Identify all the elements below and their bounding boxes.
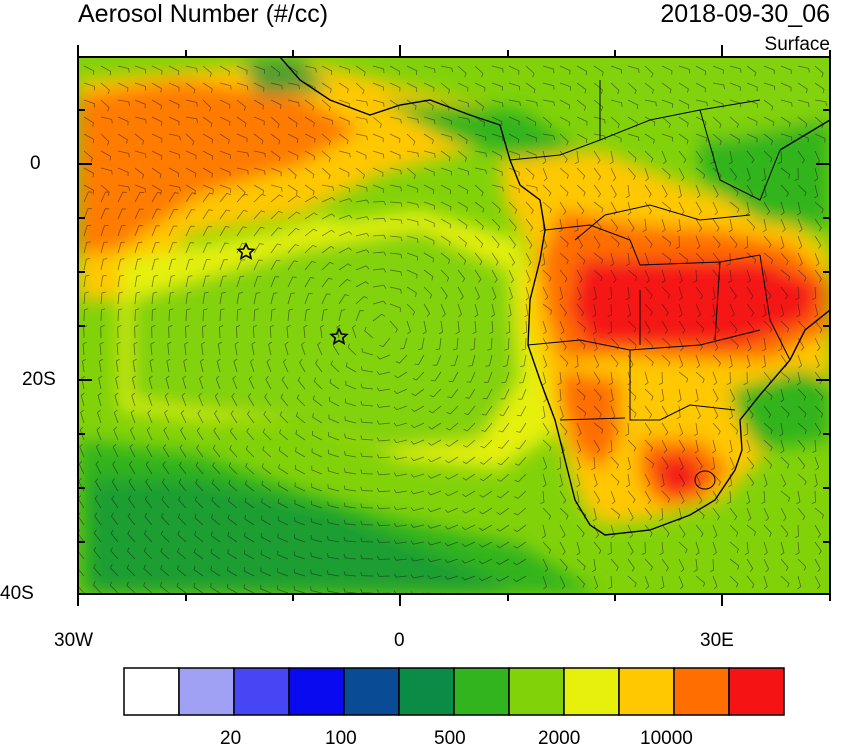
colorbar-bin-9	[618, 667, 675, 716]
colorbar-bin-11	[728, 667, 785, 716]
colorbar-bin-5	[398, 667, 455, 716]
lon-label-30e: 30E	[700, 630, 734, 651]
colorbar-bin-10	[673, 667, 730, 716]
axis-ticks	[77, 45, 831, 606]
wind-barbs	[78, 65, 827, 594]
colorbar-label-100: 100	[325, 728, 357, 749]
station-star-2	[329, 327, 349, 345]
coastlines	[279, 57, 830, 536]
map-datetime: 2018-09-30_06	[660, 0, 830, 28]
colorbar	[123, 667, 785, 716]
lat-label-40s: 40S	[0, 583, 34, 604]
station-markers	[236, 242, 349, 345]
country-borders	[509, 80, 791, 490]
colorbar-label-2000: 2000	[538, 728, 581, 749]
station-star-1	[236, 242, 256, 260]
colorbar-label-10000: 10000	[640, 728, 693, 749]
colorbar-bin-1	[178, 667, 235, 716]
colorbar-bin-8	[563, 667, 620, 716]
colorbar-bin-2	[233, 667, 290, 716]
colorbar-bin-3	[288, 667, 345, 716]
lat-label-0: 0	[30, 153, 41, 174]
colorbar-bin-0	[123, 667, 180, 716]
lon-label-0: 0	[394, 630, 405, 651]
map-field	[78, 57, 830, 594]
colorbar-label-20: 20	[220, 728, 242, 749]
lon-label-30w: 30W	[54, 630, 94, 651]
lat-label-20s: 20S	[22, 369, 56, 390]
map-title: Aerosol Number (#/cc)	[78, 0, 329, 28]
map-level: Surface	[764, 34, 830, 55]
colorbar-bin-4	[343, 667, 400, 716]
colorbar-bin-7	[508, 667, 565, 716]
colorbar-bin-6	[453, 667, 510, 716]
colorbar-label-500: 500	[434, 728, 466, 749]
